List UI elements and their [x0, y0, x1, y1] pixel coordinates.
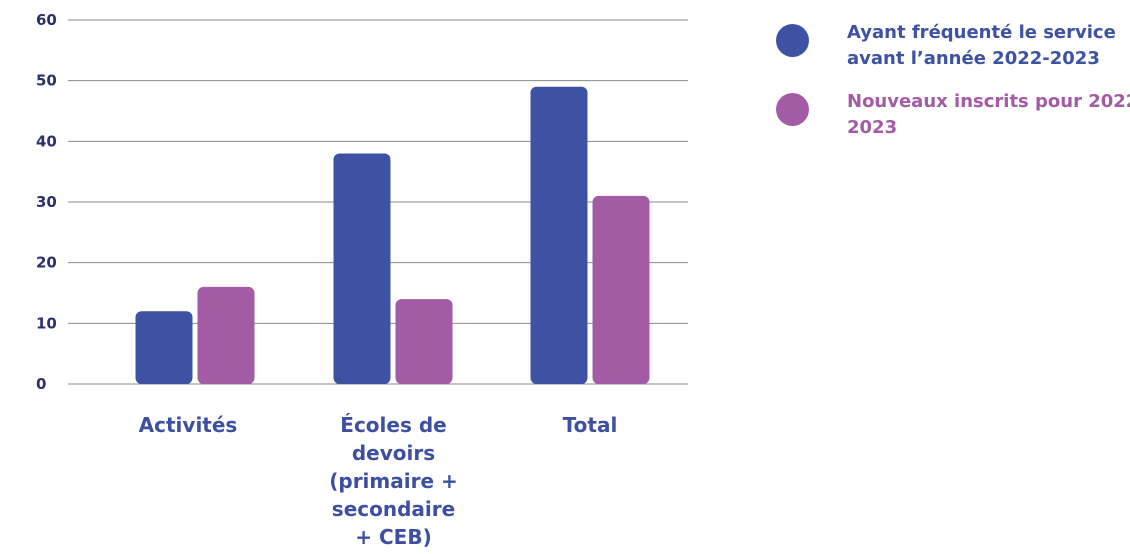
- y-tick-label-20: 20: [36, 254, 57, 272]
- bar-series2-category1: [197, 286, 255, 384]
- y-tick-label-60: 60: [36, 11, 57, 29]
- legend-label-anciens: Ayant fréquenté le service avant l’année…: [847, 22, 1116, 69]
- category-label-activites: Activités: [138, 413, 238, 437]
- legend-swatch-anciens: [776, 24, 809, 57]
- legend-item-anciens: Ayant fréquenté le service avant l’année…: [776, 20, 1130, 72]
- y-axis-ticks: 0 10 20 30 40 50 60: [36, 11, 57, 393]
- category-label-ecoles-de-devoirs: Écoles de devoirs (primaire + secondaire…: [329, 413, 458, 549]
- y-tick-label-40: 40: [36, 132, 57, 150]
- bars: [135, 86, 650, 384]
- legend-swatch-nouveaux: [776, 93, 809, 126]
- bar-series1-category2: [333, 153, 391, 384]
- y-tick-label-30: 30: [36, 193, 57, 211]
- bar-series2-category2: [395, 299, 453, 384]
- y-tick-label-50: 50: [36, 72, 57, 90]
- legend-item-nouveaux: Nouveaux inscrits pour 2022-2023: [776, 89, 1130, 141]
- y-tick-label-0: 0: [36, 375, 46, 393]
- legend-label-nouveaux: Nouveaux inscrits pour 2022-2023: [847, 91, 1130, 138]
- y-tick-label-10: 10: [36, 314, 57, 332]
- category-label-total: Total: [562, 413, 618, 437]
- bar-series1-category3: [530, 86, 588, 384]
- bar-series2-category3: [592, 195, 650, 384]
- bar-series1-category1: [135, 311, 193, 384]
